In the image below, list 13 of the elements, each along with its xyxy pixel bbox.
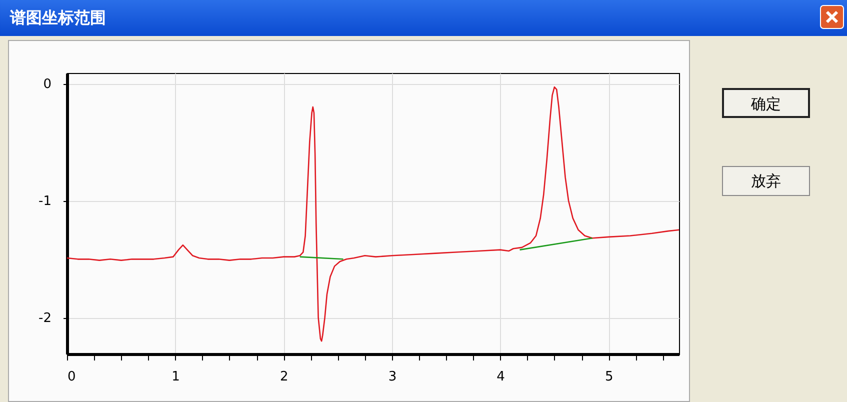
chart-title: 谱图坐标范围 — [10, 8, 106, 29]
x-tick-label: 0 — [68, 370, 76, 384]
y-tick-label: 0 — [43, 77, 52, 92]
y-tick-label: -2 — [38, 311, 52, 326]
x-tick-label: 5 — [604, 370, 614, 384]
x-tick-label: 3 — [388, 370, 397, 384]
text: 确定 — [722, 88, 810, 118]
x-tick-label: 2 — [280, 370, 288, 384]
line-series — [66, 86, 680, 342]
x-tick-label: 4 — [496, 370, 505, 384]
text: 放弃 — [722, 166, 810, 196]
y-tick-label: -1 — [38, 194, 52, 210]
x-tick-label: 1 — [172, 370, 180, 384]
